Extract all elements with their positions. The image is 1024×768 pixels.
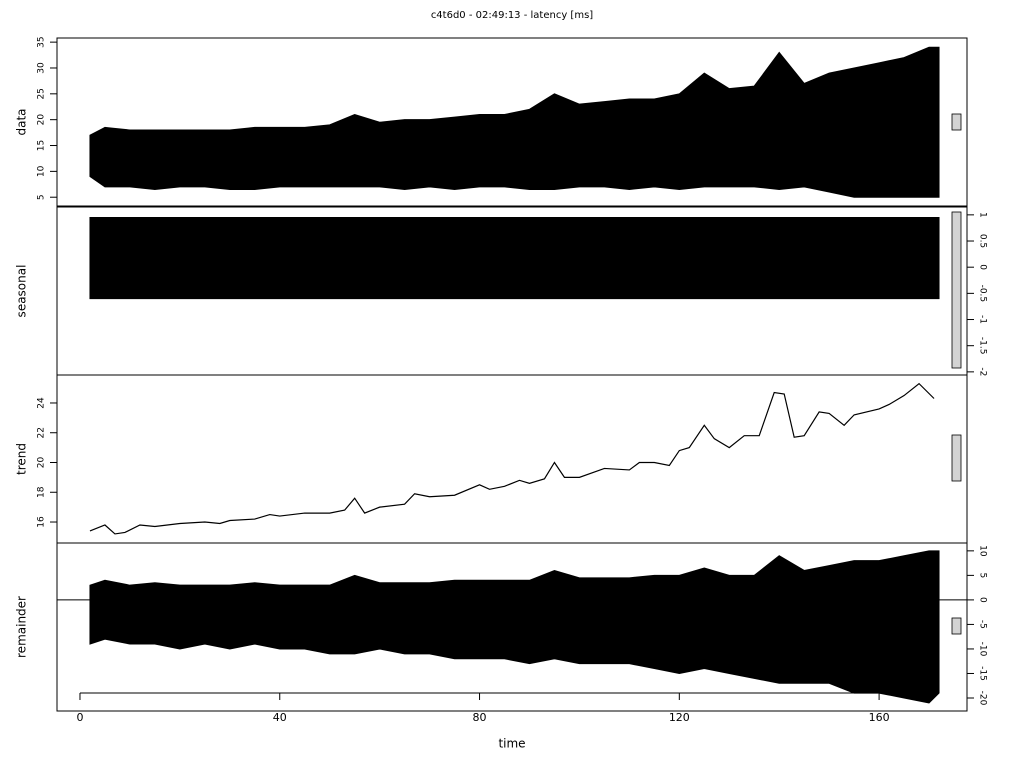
y-tick-label: -1.5 — [978, 337, 988, 355]
y-axis-label: seasonal — [15, 265, 29, 318]
scale-bar — [951, 617, 962, 635]
band — [89, 216, 940, 300]
scale-bar — [951, 113, 962, 131]
y-axis-label: remainder — [15, 596, 29, 658]
y-tick-label: -5 — [978, 620, 988, 629]
line — [89, 382, 935, 535]
y-tick-label: 35 — [37, 36, 47, 47]
y-tick-label: 15 — [37, 140, 47, 151]
y-tick-label: 20 — [37, 114, 47, 126]
scale-bars — [951, 113, 962, 635]
y-tick-label: 0.5 — [978, 234, 988, 248]
y-tick-label: 30 — [37, 62, 47, 74]
y-axis-label: trend — [15, 443, 29, 475]
x-tick-label: 160 — [869, 711, 890, 724]
y-tick-label: -1 — [978, 315, 988, 324]
y-axis-label: data — [15, 108, 29, 135]
y-tick-label: 24 — [37, 397, 47, 409]
scale-bar — [951, 434, 962, 482]
y-tick-label: 25 — [37, 88, 47, 99]
x-tick-label: 0 — [76, 711, 83, 724]
panel-frame — [56, 374, 968, 544]
y-tick-label: 10 — [37, 165, 47, 177]
scale-bar — [951, 211, 962, 369]
x-tick-label: 120 — [669, 711, 690, 724]
panel-frame — [56, 37, 968, 207]
y-tick-label: -20 — [978, 691, 988, 706]
y-tick-label: 5 — [37, 194, 47, 200]
y-tick-label: 0 — [978, 597, 988, 603]
y-tick-label: -0.5 — [978, 285, 988, 303]
x-axis-label: time — [498, 737, 525, 751]
y-tick-label: 18 — [37, 486, 47, 498]
x-tick-label: 40 — [273, 711, 287, 724]
y-tick-label: 10 — [978, 545, 988, 557]
y-tick-label: 0 — [978, 264, 988, 270]
y-tick-label: -10 — [978, 642, 988, 657]
y-tick-label: -15 — [978, 666, 988, 681]
band — [89, 550, 940, 704]
band — [89, 46, 940, 198]
y-tick-label: 1 — [978, 212, 988, 218]
y-tick-label: -2 — [978, 367, 988, 376]
y-tick-label: 5 — [978, 573, 988, 579]
x-tick-label: 80 — [473, 711, 487, 724]
chart-title: c4t6d0 - 02:49:13 - latency [ms] — [431, 10, 593, 21]
y-tick-label: 16 — [37, 516, 47, 528]
panel-frame — [56, 542, 968, 712]
y-tick-label: 20 — [37, 456, 47, 468]
y-tick-label: 22 — [37, 427, 47, 438]
